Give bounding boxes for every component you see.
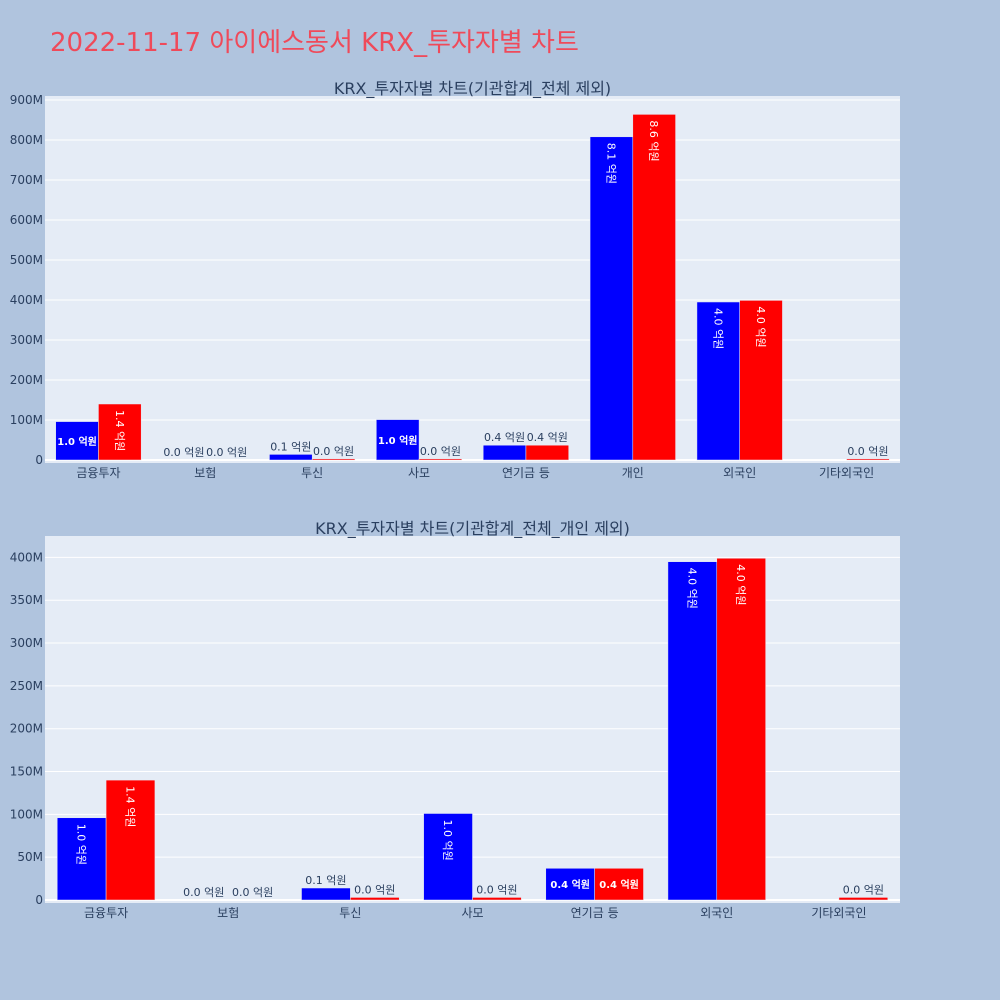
bar — [716, 558, 766, 901]
y-tick-label: 50M — [17, 850, 43, 864]
bar — [589, 136, 634, 461]
chart-title: KRX_투자자별 차트(기관합계_전체_개인 제외) — [315, 519, 630, 539]
bar — [105, 779, 156, 901]
bar — [350, 897, 400, 901]
bar — [376, 419, 420, 461]
data-label: 8.1 억원 — [604, 143, 617, 184]
data-label: 4.0 억원 — [754, 306, 767, 347]
bar — [846, 458, 890, 461]
bar — [423, 813, 473, 901]
data-label: 0.0 억원 — [206, 446, 247, 459]
y-tick-label: 350M — [10, 593, 43, 607]
bar — [269, 454, 313, 461]
data-label: 1.0 억원 — [57, 435, 97, 448]
bar — [696, 301, 740, 461]
data-label: 8.6 억원 — [647, 120, 660, 161]
bar — [594, 868, 644, 901]
bar — [632, 114, 676, 461]
bar — [482, 444, 527, 461]
data-label: 0.4 억원 — [527, 431, 568, 444]
bar — [418, 458, 463, 461]
data-label: 4.0 억원 — [711, 308, 724, 349]
page-title: 2022-11-17 아이에스동서 KRX_투자자별 차트 — [50, 28, 579, 58]
data-label: 4.0 억원 — [685, 568, 698, 609]
y-tick-label: 100M — [10, 807, 43, 821]
data-label: 0.1 억원 — [305, 874, 346, 887]
x-tick-label: 금융투자 — [76, 466, 120, 480]
y-tick-label: 0 — [35, 893, 43, 907]
bar — [838, 897, 889, 901]
bar — [525, 444, 569, 461]
y-tick-label: 400M — [10, 550, 43, 564]
bar — [311, 458, 356, 461]
x-tick-label: 투신 — [339, 906, 361, 920]
x-tick-label: 연기금 등 — [571, 906, 619, 920]
data-label: 0.0 억원 — [183, 886, 224, 899]
data-label: 0.4 억원 — [484, 431, 525, 444]
x-tick-label: 투신 — [301, 466, 323, 480]
data-label: 0.0 억원 — [232, 886, 273, 899]
data-label: 1.0 억원 — [75, 824, 88, 865]
bar — [472, 897, 522, 901]
x-tick-label: 연기금 등 — [502, 466, 550, 480]
y-tick-label: 0 — [35, 453, 43, 467]
y-tick-label: 600M — [10, 213, 43, 227]
data-label: 1.0 억원 — [441, 819, 454, 860]
data-label: 1.0 억원 — [378, 434, 418, 447]
data-label: 1.4 억원 — [113, 410, 126, 451]
y-tick-label: 250M — [10, 679, 43, 693]
x-tick-label: 금융투자 — [84, 906, 128, 920]
y-tick-label: 800M — [10, 133, 43, 147]
data-label: 0.0 억원 — [843, 883, 884, 896]
data-label: 0.1 억원 — [270, 440, 311, 453]
y-tick-label: 400M — [10, 293, 43, 307]
y-tick-label: 150M — [10, 765, 43, 779]
bar — [545, 868, 595, 901]
bar — [301, 887, 351, 901]
y-tick-label: 300M — [10, 333, 43, 347]
data-label: 0.0 억원 — [847, 445, 888, 458]
data-label: 0.0 억원 — [476, 883, 517, 896]
x-tick-label: 외국인 — [700, 906, 733, 920]
x-tick-label: 개인 — [622, 466, 644, 480]
y-tick-label: 700M — [10, 173, 43, 187]
bar — [56, 817, 107, 901]
y-tick-label: 200M — [10, 722, 43, 736]
chart-2: KRX_투자자별 차트(기관합계_전체_개인 제외) 0 50M 100M 150M 20… — [10, 519, 900, 920]
bar — [55, 421, 99, 461]
x-tick-label: 외국인 — [723, 466, 756, 480]
y-tick-label: 500M — [10, 253, 43, 267]
data-label: 1.4 억원 — [124, 786, 137, 827]
y-tick-label: 200M — [10, 373, 43, 387]
bar — [98, 403, 142, 461]
chart-title: KRX_투자자별 차트(기관합계_전체 제외) — [334, 79, 611, 99]
data-label: 0.0 억원 — [313, 445, 354, 458]
data-label: 0.4 억원 — [599, 878, 639, 891]
data-label: 0.0 억원 — [420, 445, 461, 458]
x-tick-label: 사모 — [461, 906, 483, 920]
x-tick-label: 사모 — [408, 466, 430, 480]
data-label: 0.4 억원 — [550, 878, 590, 891]
x-tick-label: 기타외국인 — [819, 466, 874, 480]
data-label: 0.0 억원 — [163, 446, 204, 459]
data-label: 0.0 억원 — [354, 883, 395, 896]
y-tick-label: 100M — [10, 413, 43, 427]
bar — [667, 561, 718, 901]
data-label: 4.0 억원 — [734, 564, 747, 605]
x-tick-label: 기타외국인 — [811, 906, 866, 920]
y-tick-label: 300M — [10, 636, 43, 650]
x-tick-label: 보험 — [194, 466, 216, 480]
y-tick-label: 900M — [10, 93, 43, 107]
bar — [739, 300, 783, 461]
x-tick-label: 보험 — [217, 906, 239, 920]
chart-1: KRX_투자자별 차트(기관합계_전체 제외) 0 100M 200M 300M 400M… — [10, 79, 900, 480]
